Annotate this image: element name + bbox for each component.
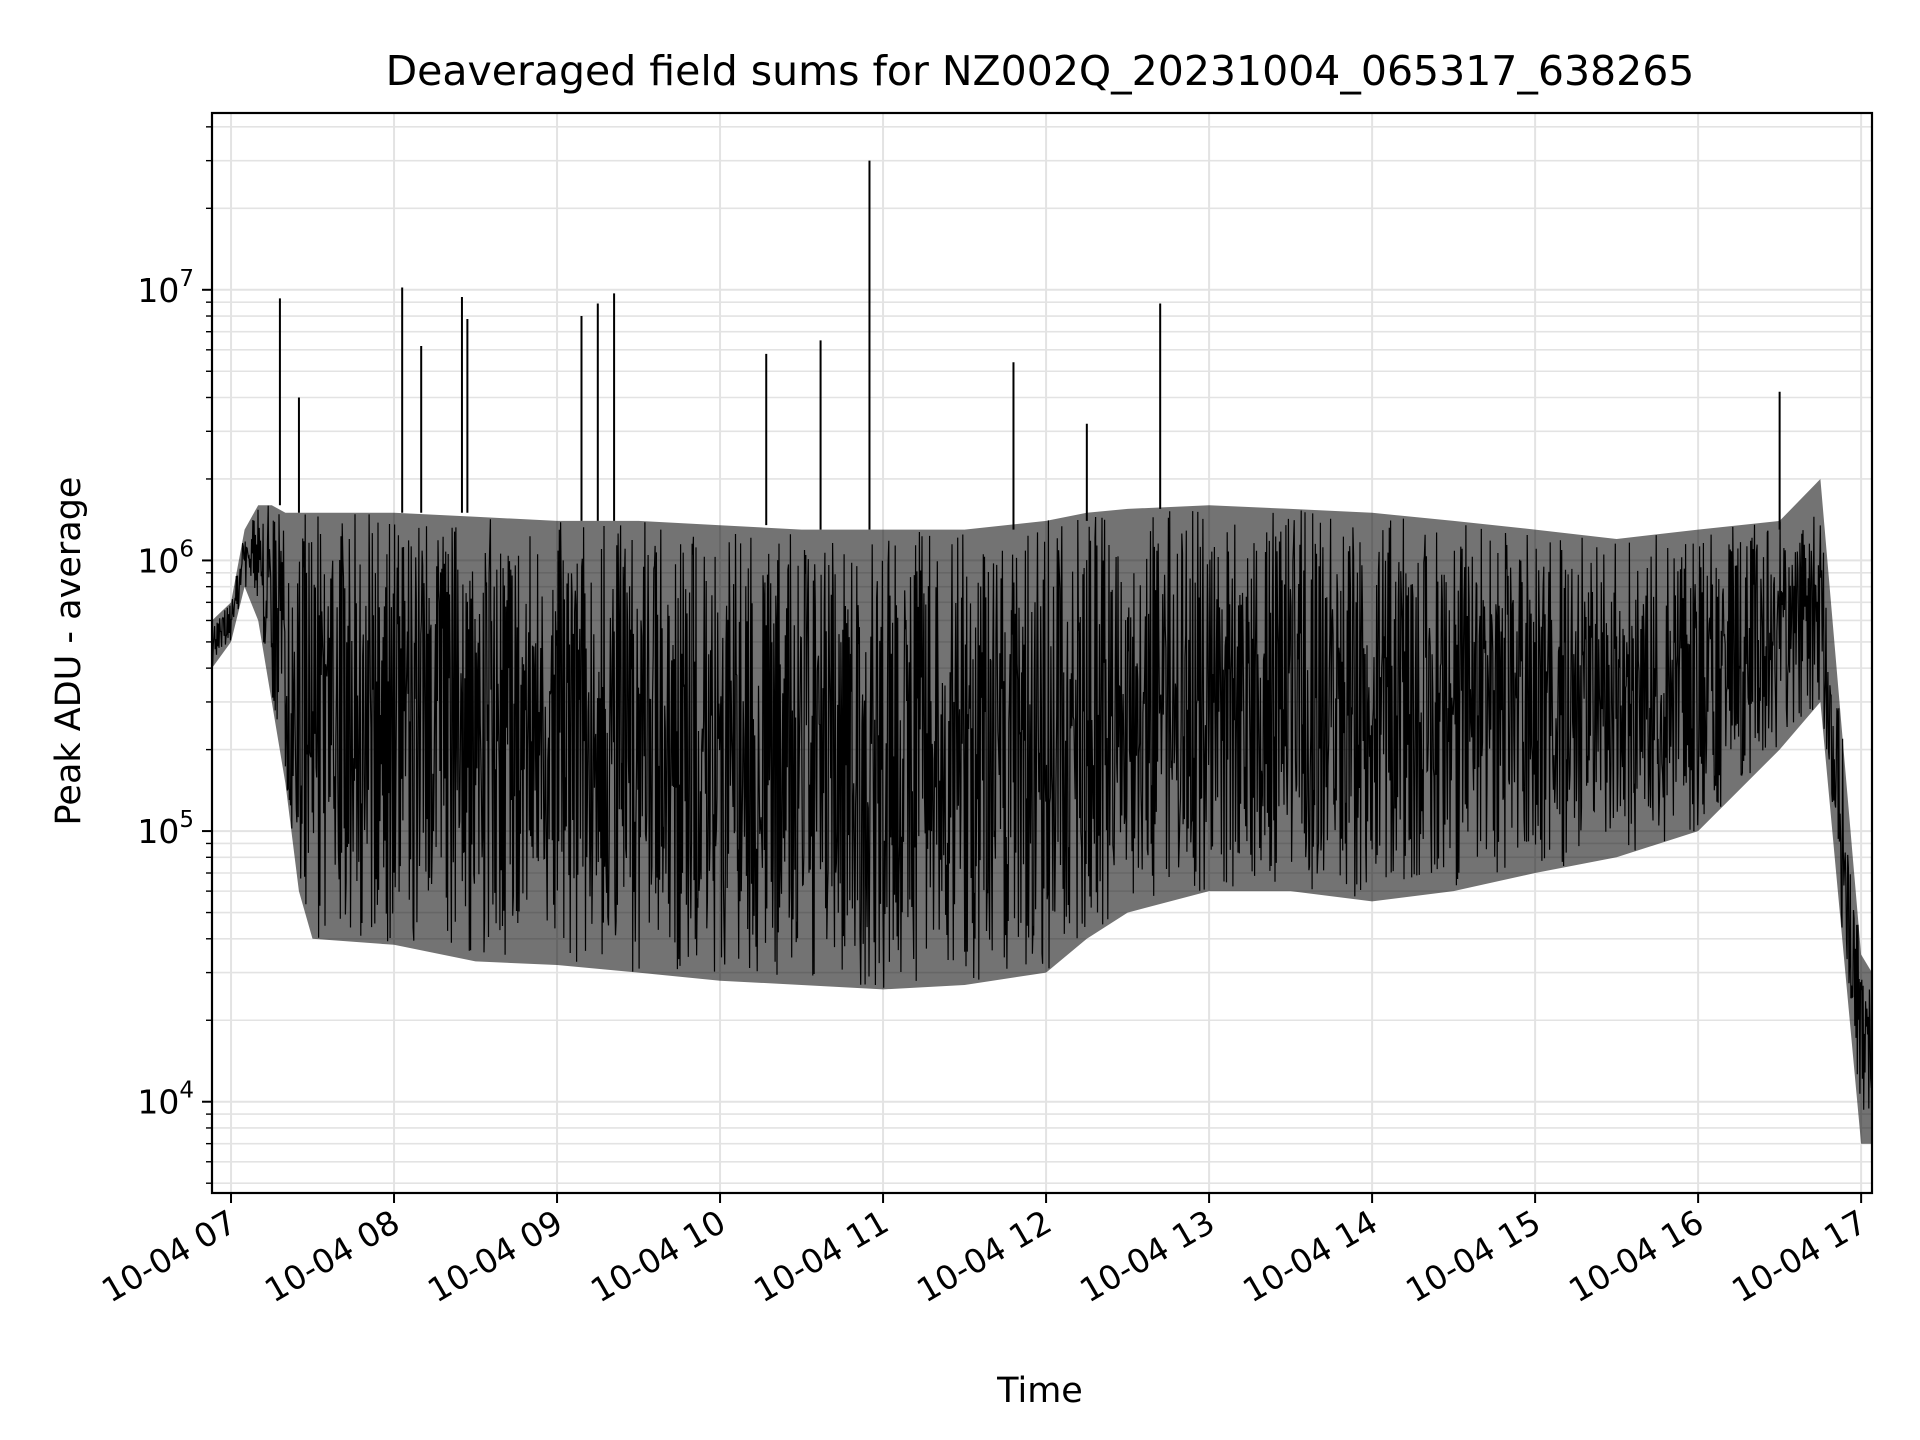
y-tick-label: 105 (137, 807, 194, 851)
y-tick-exponent: 7 (179, 266, 194, 292)
series-line (211, 505, 1873, 1110)
y-tick-base: 10 (137, 271, 179, 310)
y-tick-exponent: 4 (179, 1078, 194, 1104)
y-tick-label: 104 (137, 1078, 194, 1122)
y-tick-exponent: 6 (179, 536, 194, 562)
plot-frame (210, 111, 1874, 1195)
y-tick-base: 10 (137, 812, 179, 851)
y-tick-label: 106 (137, 536, 194, 580)
x-axis-label: Time (996, 1371, 1083, 1411)
y-tick-exponent: 5 (179, 807, 194, 833)
y-tick-label: 107 (137, 266, 194, 310)
y-tick-base: 10 (137, 1083, 179, 1122)
y-axis-label: Peak ADU - average (49, 477, 89, 826)
y-tick-base: 10 (137, 541, 179, 580)
chart-title: Deaveraged field sums for NZ002Q_2023100… (386, 47, 1695, 95)
